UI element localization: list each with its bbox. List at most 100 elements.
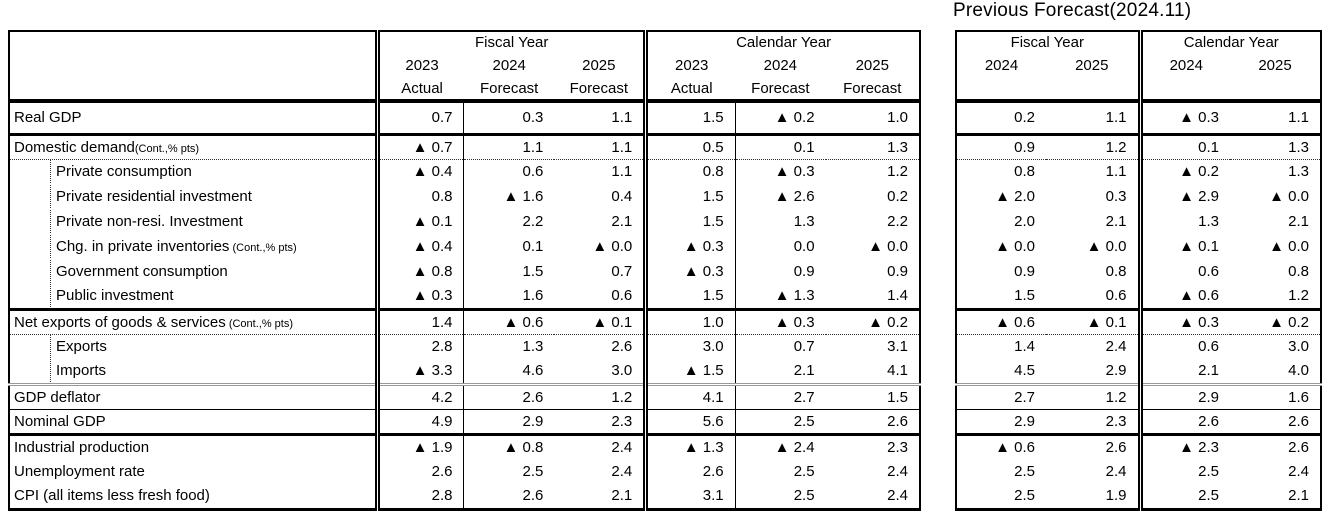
- cell-fy-2023-actual: 0.7: [377, 101, 465, 134]
- cell-prev-cy-2024: ▲ 0.2: [1140, 158, 1230, 184]
- row-label: Nominal GDP: [9, 408, 381, 434]
- cell-cy-2023-actual: 1.0: [645, 307, 736, 334]
- cy-forecast-2024-header: Forecast: [735, 77, 826, 103]
- cell-prev-fy-2024: 0.8: [956, 158, 1046, 184]
- cell-fy-2023-actual: 2.6: [377, 459, 465, 484]
- row-label-text: Private consumption: [56, 163, 192, 181]
- cell-cy-2024-forecast: 0.9: [793, 263, 815, 280]
- cell-fy-2025-forecast: 3.0: [554, 359, 649, 384]
- row-label: Exports: [9, 333, 381, 359]
- cell-fy-2024-forecast: 1.3: [463, 333, 555, 359]
- cell-prev-cy-2024: ▲ 2.3: [1140, 432, 1230, 459]
- row-label-text: Government consumption: [56, 263, 228, 280]
- previous-table-body: 0.2 1.1 ▲ 0.3 1.1 0.9 1.2 0.1 1.3 0.8 1.1 ▲ 0.2 1.3…: [956, 101, 1322, 509]
- corner-cell: [9, 31, 381, 103]
- cell-prev-cy-2024: 2.5: [1198, 463, 1219, 480]
- cell-fy-2025-forecast: 1.1: [554, 101, 649, 134]
- table-row: ▲ 0.6 ▲ 0.1 ▲ 0.3 ▲ 0.2: [956, 307, 1322, 334]
- table-row: Net exports of goods & services (Cont.,%…: [9, 307, 920, 334]
- row-label-text: Chg. in private inventories: [56, 238, 230, 255]
- cell-cy-2023-actual: 1.5: [645, 101, 736, 134]
- cell-fy-2024-forecast: 0.1: [522, 238, 544, 255]
- cell-fy-2024-forecast: 4.6: [522, 362, 544, 380]
- cell-cy-2023-actual: 1.5: [645, 284, 736, 309]
- cell-prev-cy-2025: 1.3: [1230, 158, 1322, 184]
- cell-cy-2024-forecast: 2.5: [735, 408, 826, 434]
- cell-prev-cy-2025: 1.2: [1288, 287, 1310, 305]
- cell-prev-fy-2024: 2.5: [1014, 487, 1035, 505]
- cell-prev-cy-2025: 2.1: [1288, 213, 1310, 230]
- header-year-row: 2024 2025 2024 2025: [956, 53, 1321, 77]
- cell-prev-fy-2025: 1.1: [1046, 101, 1143, 134]
- table-row: Chg. in private inventories (Cont.,% pts…: [9, 234, 920, 259]
- table-row: Public investment ▲ 0.3 1.6 0.6 1.5 ▲ 1.3 1.4: [9, 284, 920, 309]
- cell-prev-fy-2025: 2.3: [1046, 408, 1143, 434]
- cell-prev-cy-2024: ▲ 0.6: [1179, 287, 1219, 305]
- header-group-row: Fiscal Year Calendar Year: [956, 31, 1321, 53]
- cell-fy-2023-actual: 2.8: [377, 333, 465, 359]
- cell-prev-fy-2025: 2.4: [1046, 333, 1143, 359]
- table-row: Government consumption ▲ 0.8 1.5 0.7 ▲ 0.3 0.…: [9, 259, 920, 284]
- current-forecast-table: Fiscal Year Calendar Year 2023 2024 2025…: [8, 30, 921, 511]
- cell-prev-fy-2025: 2.9: [1046, 359, 1143, 384]
- cell-cy-2023-actual: 3.1: [645, 484, 736, 509]
- cell-prev-fy-2024: 2.9: [956, 408, 1046, 434]
- cell-cy-2025-forecast: 2.3: [825, 432, 920, 459]
- cell-fy-2023-actual: 1.4: [377, 307, 465, 334]
- cell-fy-2025-forecast: ▲ 0.1: [554, 307, 649, 334]
- cell-prev-fy-2024: 0.2: [1014, 109, 1035, 127]
- cell-prev-cy-2025: 2.1: [1288, 487, 1310, 505]
- cell-fy-2025-forecast: 0.7: [554, 259, 649, 284]
- cell-prev-cy-2024: ▲ 0.3: [1179, 109, 1219, 127]
- cell-cy-2024-forecast: 0.1: [735, 132, 826, 159]
- table-row: 0.2 1.1 ▲ 0.3 1.1: [956, 101, 1321, 134]
- cell-fy-2024-forecast: 2.9: [463, 408, 555, 434]
- fy-forecast-2025-header: Forecast: [554, 77, 649, 103]
- row-label: Industrial production: [9, 432, 381, 459]
- cell-cy-2023-actual: 4.1: [645, 382, 736, 409]
- table-row: Unemployment rate 2.6 2.5 2.4 2.6 2.5 2.4: [9, 459, 920, 484]
- table-row: GDP deflator 4.2 2.6 1.2 4.1 2.7 1.5: [9, 382, 920, 409]
- cy-2025-header: 2025: [855, 56, 889, 74]
- cell-prev-cy-2025: 1.6: [1230, 382, 1322, 409]
- cell-prev-fy-2024: ▲ 0.6: [956, 307, 1046, 334]
- cell-cy-2023-actual: 2.6: [645, 459, 736, 484]
- table-row: 2.5 1.9 2.5 2.1: [956, 484, 1321, 509]
- cell-fy-2024-forecast: 0.6: [463, 158, 555, 184]
- cell-prev-fy-2024: 1.5: [1014, 287, 1035, 305]
- cell-prev-cy-2024: ▲ 2.9: [1179, 188, 1219, 205]
- cell-fy-2025-forecast: 2.4: [554, 432, 649, 459]
- table-row: 2.7 1.2 2.9 1.6: [956, 382, 1322, 409]
- cell-fy-2024-forecast: ▲ 0.8: [463, 432, 555, 459]
- cell-prev-cy-2024: 1.3: [1198, 213, 1219, 230]
- header-spacer-cell: [956, 77, 1143, 103]
- header-spacer-cell: [1140, 77, 1322, 103]
- row-label: Private non-resi. Investment: [9, 209, 381, 234]
- cell-fy-2025-forecast: 2.3: [554, 408, 649, 434]
- fy-2024-header: 2024: [492, 56, 526, 74]
- cell-fy-2024-forecast: 2.6: [522, 487, 544, 505]
- cell-fy-2023-actual: 4.2: [377, 382, 465, 409]
- cell-prev-fy-2025: 1.2: [1046, 382, 1143, 409]
- row-label-text: Domestic demand: [14, 138, 135, 156]
- cell-fy-2025-forecast: ▲ 0.0: [554, 234, 649, 259]
- table-row: Real GDP 0.7 0.3 1.1 1.5 ▲ 0.2 1.0: [9, 101, 920, 134]
- cell-cy-2024-forecast: ▲ 0.3: [735, 307, 826, 334]
- row-label: Private consumption: [9, 158, 381, 184]
- prev-fiscal-year-group-header: Fiscal Year: [956, 31, 1143, 53]
- cell-cy-2024-forecast: 2.7: [735, 382, 826, 409]
- cell-prev-cy-2025: ▲ 0.2: [1230, 307, 1322, 334]
- cell-prev-cy-2025: 2.6: [1230, 408, 1322, 434]
- table-row: 1.4 2.4 0.6 3.0: [956, 333, 1322, 359]
- cell-prev-fy-2025: 1.2: [1046, 132, 1143, 159]
- cell-prev-fy-2024: 2.5: [1014, 463, 1035, 480]
- cy-2023-header: 2023: [675, 56, 709, 74]
- table-row: 2.0 2.1 1.3 2.1: [956, 209, 1321, 234]
- cell-prev-fy-2025: 2.6: [1046, 432, 1143, 459]
- prev-cy-2024-header: 2024: [1169, 56, 1203, 74]
- cell-cy-2023-actual: 0.8: [645, 158, 736, 184]
- table-row: ▲ 0.0 ▲ 0.0 ▲ 0.1 ▲ 0.0: [956, 234, 1321, 259]
- row-label: Net exports of goods & services (Cont.,%…: [9, 307, 381, 334]
- cy-forecast-2025-header: Forecast: [825, 77, 920, 103]
- row-label-text: Nominal GDP: [14, 412, 106, 430]
